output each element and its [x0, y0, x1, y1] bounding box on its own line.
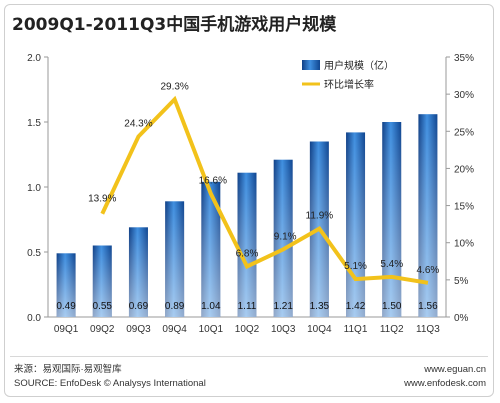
y-tick-label-left: 0.0	[27, 313, 41, 324]
x-tick-label: 10Q3	[271, 324, 296, 335]
growth-line	[100, 95, 429, 285]
line-value-label: 6.8%	[236, 248, 259, 259]
bar-value-label: 0.69	[129, 301, 149, 312]
source-cn: 来源：易观国际·易观智库	[14, 364, 122, 375]
x-tick-label: 09Q2	[90, 324, 115, 335]
bar-shine	[56, 253, 76, 317]
line-value-label: 5.1%	[344, 261, 367, 272]
url-eguan: www.eguan.cn	[424, 364, 486, 375]
bar-value-label: 0.49	[56, 301, 76, 312]
source-en: SOURCE: EnfoDesk © Analysys Internationa…	[14, 378, 206, 389]
y-tick-label-right: 30%	[454, 90, 474, 101]
bar-value-label: 1.50	[382, 301, 402, 312]
bar-shine	[237, 172, 257, 317]
bar-shine	[346, 132, 366, 317]
bar-value-label: 1.11	[238, 301, 257, 312]
bar-shine	[382, 122, 402, 317]
x-tick-label: 09Q4	[162, 324, 187, 335]
y-tick-label-left: 2.0	[27, 53, 41, 64]
y-tick-label-right: 35%	[454, 53, 474, 64]
bar-shine	[273, 159, 293, 317]
bar-value-label: 0.55	[93, 301, 113, 312]
x-tick-label: 11Q1	[344, 324, 368, 335]
y-tick-label-right: 25%	[454, 127, 474, 138]
line-value-label: 4.6%	[417, 265, 440, 276]
y-tick-label-left: 1.5	[27, 118, 41, 129]
line-value-label: 9.1%	[274, 231, 297, 242]
bar-value-label: 1.04	[201, 301, 221, 312]
x-tick-label: 10Q1	[199, 324, 224, 335]
legend-swatch-bars	[302, 60, 320, 70]
bar-value-label: 1.35	[310, 301, 330, 312]
bar-shine	[165, 201, 185, 317]
chart-title: 2009Q1-2011Q3中国手机游戏用户规模	[12, 15, 337, 35]
x-tick-label: 09Q1	[54, 324, 79, 335]
x-tick-label: 10Q4	[307, 324, 332, 335]
bar-shine	[201, 181, 221, 317]
line-value-label: 29.3%	[160, 81, 188, 92]
footer-urls: www.eguan.cn www.enfodesk.com	[404, 363, 486, 391]
bar-shine	[128, 227, 148, 317]
y-tick-label-left: 1.0	[27, 183, 41, 194]
x-tick-label: 11Q3	[416, 324, 440, 335]
footer-divider	[10, 356, 488, 357]
legend-label-bars: 用户规模（亿）	[324, 59, 394, 72]
legend-label-line: 环比增长率	[324, 78, 374, 91]
line-value-label: 16.6%	[199, 176, 227, 187]
y-tick-label-left: 0.5	[27, 248, 41, 259]
bar-value-label: 0.89	[165, 301, 185, 312]
bar-shine	[418, 114, 438, 317]
footer-source: 来源：易观国际·易观智库 SOURCE: EnfoDesk © Analysys…	[14, 363, 206, 391]
url-enfodesk: www.enfodesk.com	[404, 378, 486, 389]
y-tick-label-right: 5%	[454, 276, 469, 287]
y-tick-label-right: 0%	[454, 313, 469, 324]
x-tick-label: 10Q2	[235, 324, 260, 335]
bar-shine	[92, 245, 112, 317]
bar-value-label: 1.42	[346, 301, 366, 312]
line-value-label: 11.9%	[306, 211, 334, 222]
x-tick-label: 11Q2	[380, 324, 404, 335]
y-tick-label-right: 10%	[454, 239, 474, 250]
line-value-label: 24.3%	[124, 118, 152, 129]
line-value-label: 13.9%	[88, 194, 116, 205]
y-tick-label-right: 20%	[454, 164, 474, 175]
line-value-label: 5.4%	[380, 259, 403, 270]
bar-value-label: 1.21	[273, 301, 293, 312]
bar-value-label: 1.56	[418, 301, 438, 312]
y-tick-label-right: 15%	[454, 202, 474, 213]
x-tick-label: 09Q3	[126, 324, 151, 335]
